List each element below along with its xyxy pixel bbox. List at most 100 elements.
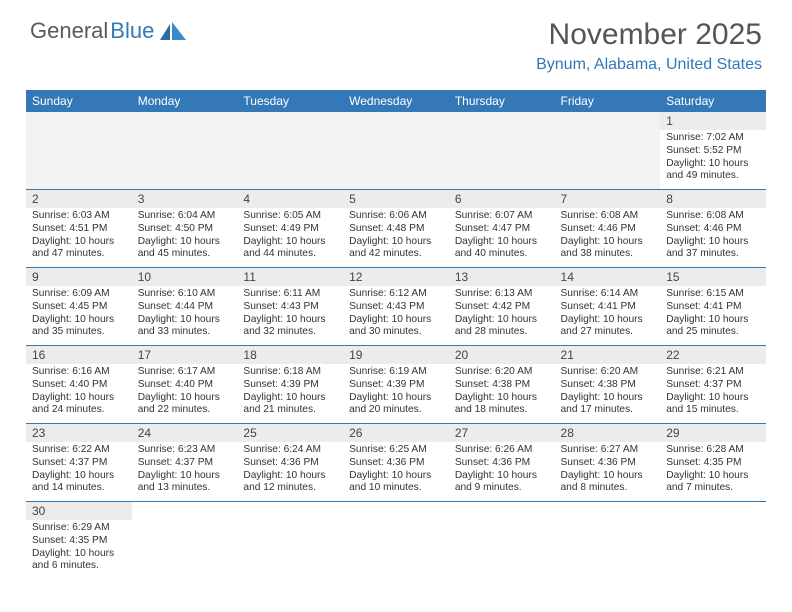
sunset-text: Sunset: 4:37 PM bbox=[138, 457, 232, 470]
day-info: Sunrise: 6:13 AMSunset: 4:42 PMDaylight:… bbox=[455, 288, 549, 339]
day-info: Sunrise: 6:15 AMSunset: 4:41 PMDaylight:… bbox=[666, 288, 760, 339]
brand-part2: Blue bbox=[110, 18, 154, 44]
sunrise-text: Sunrise: 6:26 AM bbox=[455, 444, 549, 457]
day-cell: 12Sunrise: 6:12 AMSunset: 4:43 PMDayligh… bbox=[343, 268, 449, 346]
sunset-text: Sunset: 4:36 PM bbox=[243, 457, 337, 470]
sunrise-text: Sunrise: 6:22 AM bbox=[32, 444, 126, 457]
calendar-week: 16Sunrise: 6:16 AMSunset: 4:40 PMDayligh… bbox=[26, 346, 766, 424]
daylight-text: Daylight: 10 hours and 42 minutes. bbox=[349, 236, 443, 262]
day-info: Sunrise: 7:02 AMSunset: 5:52 PMDaylight:… bbox=[666, 132, 760, 183]
empty-cell bbox=[449, 502, 555, 580]
sunset-text: Sunset: 4:50 PM bbox=[138, 223, 232, 236]
daylight-text: Daylight: 10 hours and 24 minutes. bbox=[32, 392, 126, 418]
day-info: Sunrise: 6:19 AMSunset: 4:39 PMDaylight:… bbox=[349, 366, 443, 417]
sunrise-text: Sunrise: 6:11 AM bbox=[243, 288, 337, 301]
sunset-text: Sunset: 4:46 PM bbox=[561, 223, 655, 236]
sunrise-text: Sunrise: 6:24 AM bbox=[243, 444, 337, 457]
location-label: Bynum, Alabama, United States bbox=[536, 56, 762, 74]
day-cell: 24Sunrise: 6:23 AMSunset: 4:37 PMDayligh… bbox=[132, 424, 238, 502]
day-number: 13 bbox=[449, 268, 555, 286]
daylight-text: Daylight: 10 hours and 44 minutes. bbox=[243, 236, 337, 262]
empty-cell bbox=[555, 502, 661, 580]
daylight-text: Daylight: 10 hours and 10 minutes. bbox=[349, 470, 443, 496]
day-info: Sunrise: 6:16 AMSunset: 4:40 PMDaylight:… bbox=[32, 366, 126, 417]
empty-cell bbox=[555, 112, 661, 190]
day-cell: 19 Sunrise: 6:19 AMSunset: 4:39 PMDayligh… bbox=[343, 346, 449, 424]
day-info: Sunrise: 6:29 AMSunset: 4:35 PMDaylight:… bbox=[32, 522, 126, 573]
day-cell: 15 Sunrise: 6:15 AMSunset: 4:41 PMDayligh… bbox=[660, 268, 766, 346]
empty-cell bbox=[237, 112, 343, 190]
day-number: 15 bbox=[660, 268, 766, 286]
sunrise-text: Sunrise: 7:02 AM bbox=[666, 132, 760, 145]
day-info: Sunrise: 6:22 AMSunset: 4:37 PMDaylight:… bbox=[32, 444, 126, 495]
calendar-table: Sunday Monday Tuesday Wednesday Thursday… bbox=[26, 90, 766, 579]
day-info: Sunrise: 6:20 AMSunset: 4:38 PMDaylight:… bbox=[561, 366, 655, 417]
sunrise-text: Sunrise: 6:09 AM bbox=[32, 288, 126, 301]
daylight-text: Daylight: 10 hours and 47 minutes. bbox=[32, 236, 126, 262]
sunrise-text: Sunrise: 6:08 AM bbox=[561, 210, 655, 223]
day-number: 27 bbox=[449, 424, 555, 442]
month-title: November 2025 bbox=[536, 18, 762, 52]
sunset-text: Sunset: 4:45 PM bbox=[32, 301, 126, 314]
day-info: Sunrise: 6:23 AMSunset: 4:37 PMDaylight:… bbox=[138, 444, 232, 495]
day-info: Sunrise: 6:08 AMSunset: 4:46 PMDaylight:… bbox=[561, 210, 655, 261]
day-info: Sunrise: 6:05 AMSunset: 4:49 PMDaylight:… bbox=[243, 210, 337, 261]
daylight-text: Daylight: 10 hours and 6 minutes. bbox=[32, 548, 126, 574]
day-info: Sunrise: 6:07 AMSunset: 4:47 PMDaylight:… bbox=[455, 210, 549, 261]
sunset-text: Sunset: 4:49 PM bbox=[243, 223, 337, 236]
sunset-text: Sunset: 4:40 PM bbox=[32, 379, 126, 392]
day-cell: 4Sunrise: 6:05 AMSunset: 4:49 PMDaylight… bbox=[237, 190, 343, 268]
sunrise-text: Sunrise: 6:03 AM bbox=[32, 210, 126, 223]
day-header: Saturday bbox=[660, 90, 766, 112]
sunset-text: Sunset: 4:48 PM bbox=[349, 223, 443, 236]
sunset-text: Sunset: 4:47 PM bbox=[455, 223, 549, 236]
day-number: 10 bbox=[132, 268, 238, 286]
day-info: Sunrise: 6:14 AMSunset: 4:41 PMDaylight:… bbox=[561, 288, 655, 339]
day-cell: 13 Sunrise: 6:13 AMSunset: 4:42 PMDayligh… bbox=[449, 268, 555, 346]
day-cell: 21Sunrise: 6:20 AMSunset: 4:38 PMDayligh… bbox=[555, 346, 661, 424]
day-info: Sunrise: 6:10 AMSunset: 4:44 PMDaylight:… bbox=[138, 288, 232, 339]
day-number: 20 bbox=[449, 346, 555, 364]
day-info: Sunrise: 6:27 AMSunset: 4:36 PMDaylight:… bbox=[561, 444, 655, 495]
day-number: 11 bbox=[237, 268, 343, 286]
sunset-text: Sunset: 4:36 PM bbox=[561, 457, 655, 470]
sunrise-text: Sunrise: 6:06 AM bbox=[349, 210, 443, 223]
day-info: Sunrise: 6:09 AMSunset: 4:45 PMDaylight:… bbox=[32, 288, 126, 339]
daylight-text: Daylight: 10 hours and 7 minutes. bbox=[666, 470, 760, 496]
day-cell: 10 Sunrise: 6:10 AMSunset: 4:44 PMDayligh… bbox=[132, 268, 238, 346]
sunset-text: Sunset: 4:37 PM bbox=[32, 457, 126, 470]
day-header-row: Sunday Monday Tuesday Wednesday Thursday… bbox=[26, 90, 766, 112]
day-number: 30 bbox=[26, 502, 132, 520]
sunrise-text: Sunrise: 6:29 AM bbox=[32, 522, 126, 535]
daylight-text: Daylight: 10 hours and 25 minutes. bbox=[666, 314, 760, 340]
daylight-text: Daylight: 10 hours and 14 minutes. bbox=[32, 470, 126, 496]
day-number: 19 bbox=[343, 346, 449, 364]
daylight-text: Daylight: 10 hours and 12 minutes. bbox=[243, 470, 337, 496]
day-number: 17 bbox=[132, 346, 238, 364]
empty-cell bbox=[26, 112, 132, 190]
sunrise-text: Sunrise: 6:12 AM bbox=[349, 288, 443, 301]
sunrise-text: Sunrise: 6:18 AM bbox=[243, 366, 337, 379]
empty-cell bbox=[660, 502, 766, 580]
day-number: 12 bbox=[343, 268, 449, 286]
day-info: Sunrise: 6:20 AMSunset: 4:38 PMDaylight:… bbox=[455, 366, 549, 417]
daylight-text: Daylight: 10 hours and 49 minutes. bbox=[666, 158, 760, 184]
daylight-text: Daylight: 10 hours and 35 minutes. bbox=[32, 314, 126, 340]
sunset-text: Sunset: 4:35 PM bbox=[32, 535, 126, 548]
sunset-text: Sunset: 5:52 PM bbox=[666, 145, 760, 158]
sunrise-text: Sunrise: 6:21 AM bbox=[666, 366, 760, 379]
sunset-text: Sunset: 4:44 PM bbox=[138, 301, 232, 314]
day-info: Sunrise: 6:26 AMSunset: 4:36 PMDaylight:… bbox=[455, 444, 549, 495]
day-cell: 9Sunrise: 6:09 AMSunset: 4:45 PMDaylight… bbox=[26, 268, 132, 346]
day-info: Sunrise: 6:04 AMSunset: 4:50 PMDaylight:… bbox=[138, 210, 232, 261]
empty-cell bbox=[343, 502, 449, 580]
empty-cell bbox=[449, 112, 555, 190]
day-number: 22 bbox=[660, 346, 766, 364]
daylight-text: Daylight: 10 hours and 9 minutes. bbox=[455, 470, 549, 496]
sunrise-text: Sunrise: 6:23 AM bbox=[138, 444, 232, 457]
day-header: Wednesday bbox=[343, 90, 449, 112]
brand-logo: GeneralBlue bbox=[30, 18, 186, 44]
sunset-text: Sunset: 4:43 PM bbox=[243, 301, 337, 314]
sunrise-text: Sunrise: 6:14 AM bbox=[561, 288, 655, 301]
title-block: November 2025 Bynum, Alabama, United Sta… bbox=[536, 18, 762, 74]
